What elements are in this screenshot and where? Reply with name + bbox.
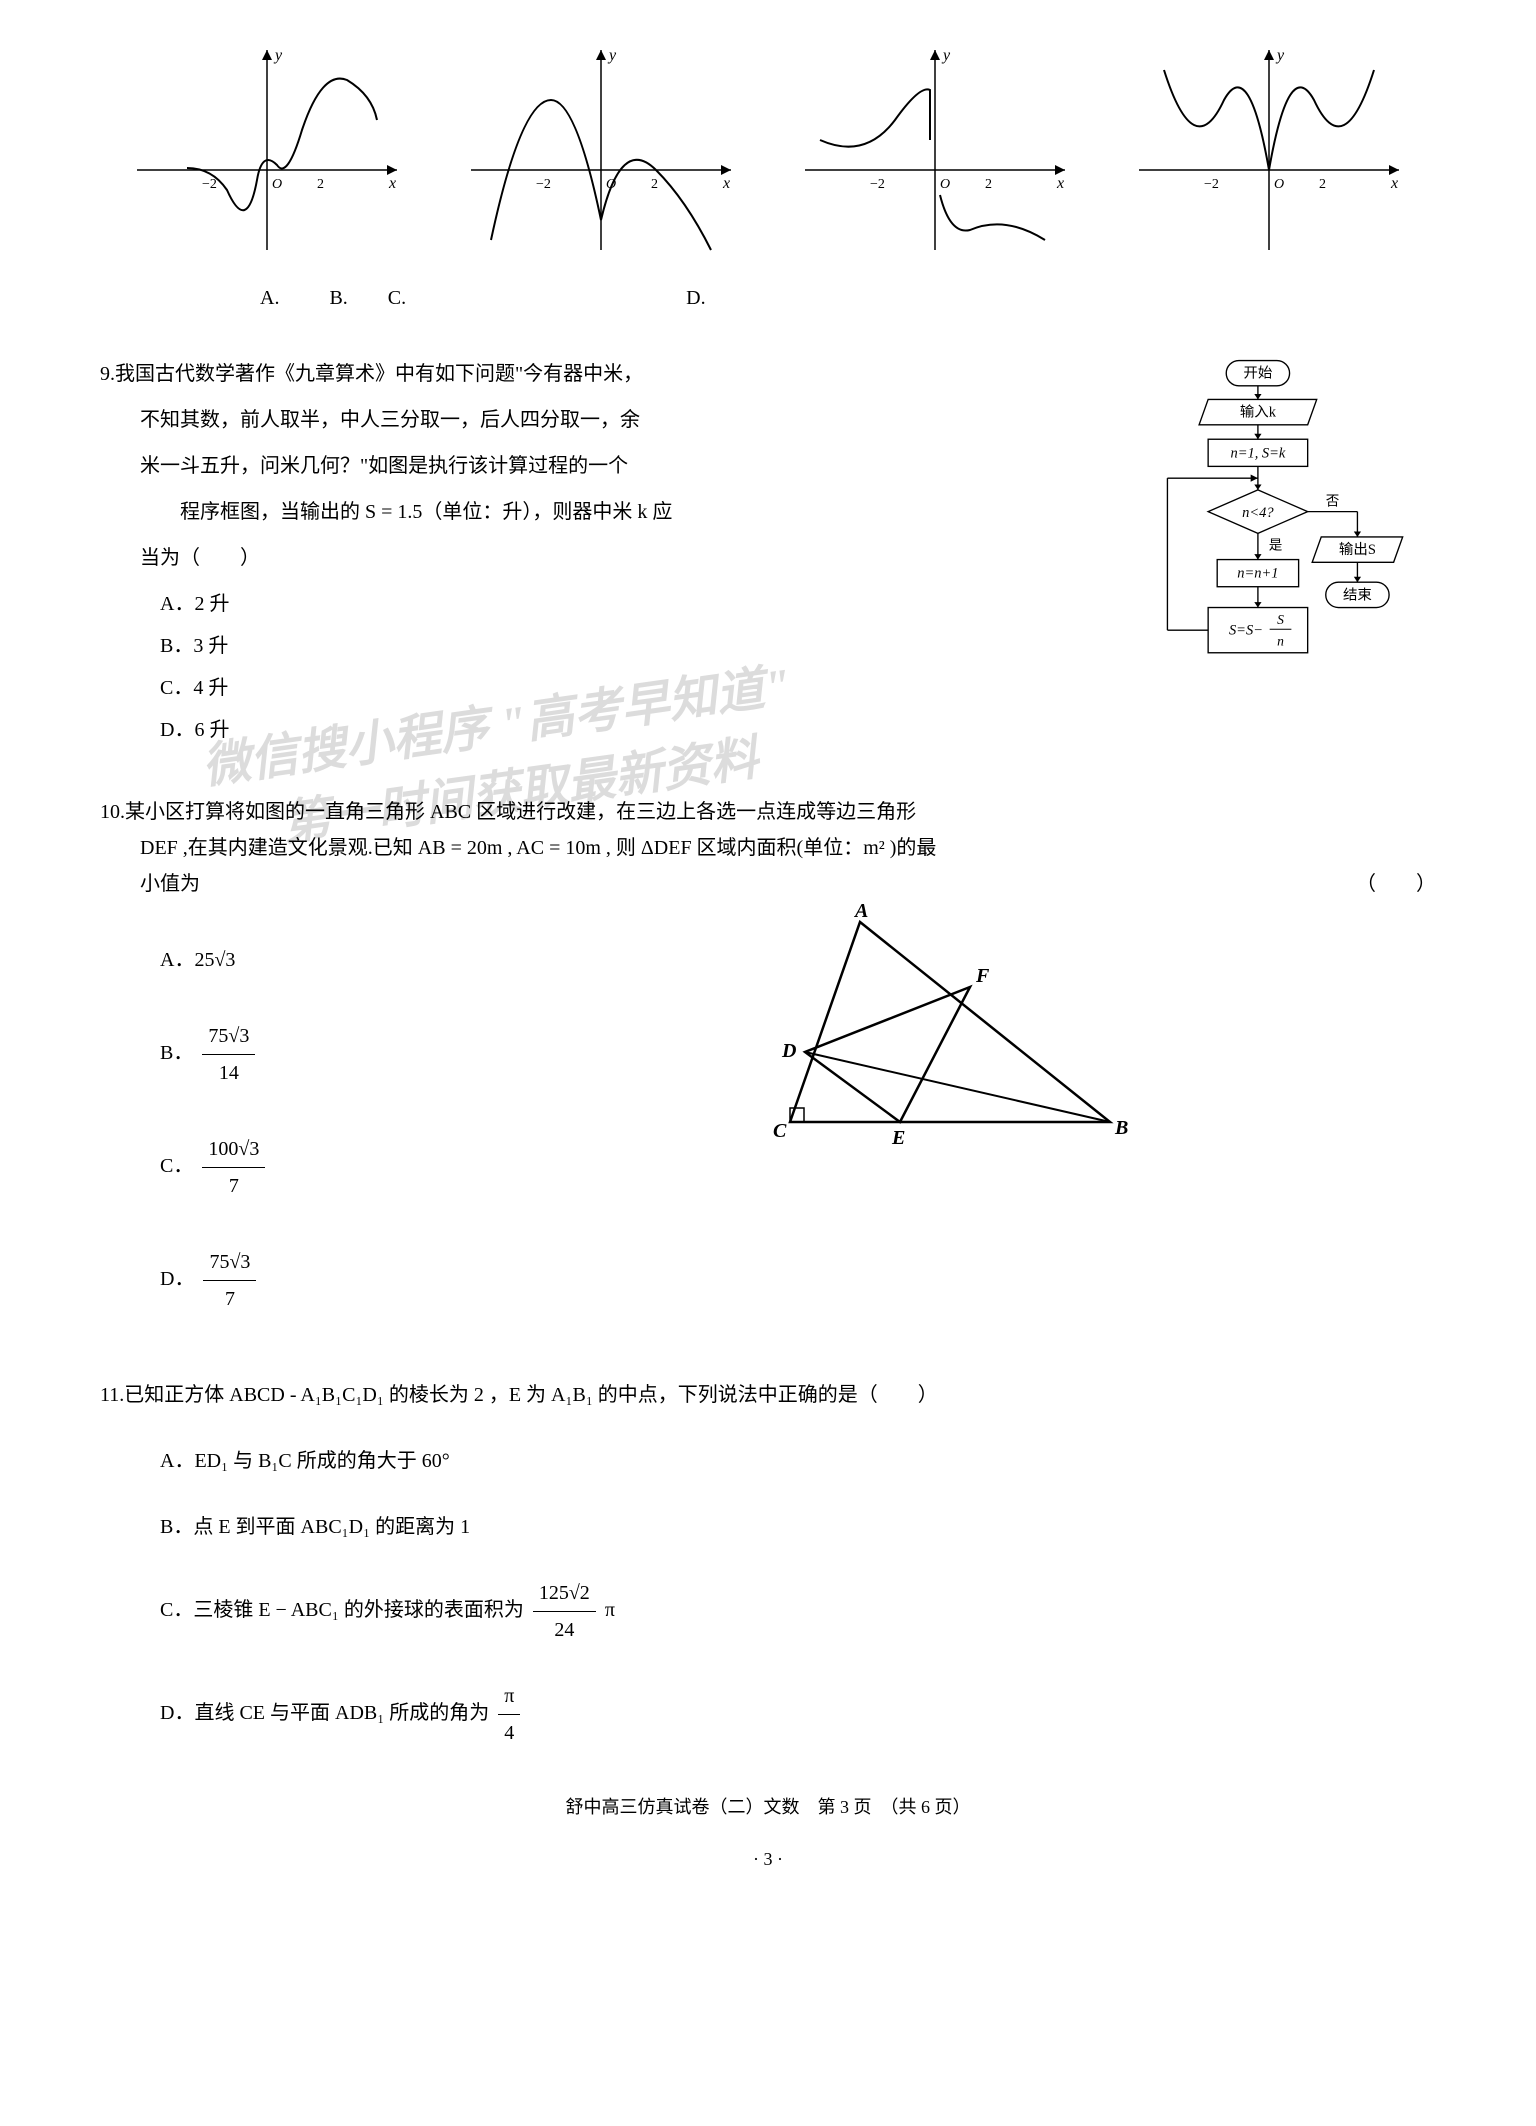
q9-optB: B．3 升	[160, 628, 1086, 664]
q11-optB: B．点 E 到平面 ABC₁D₁ 的距离为 1	[160, 1509, 1436, 1545]
q10-line2: DEF ,在其内建造文化景观.已知 AB = 20m , AC = 10m , …	[140, 837, 936, 859]
graphs-row: y x O −2 2 y x O −2 2 y x O −2 2	[100, 40, 1436, 260]
svg-text:x: x	[722, 175, 730, 192]
question-11: 11.已知正方体 ABCD - A₁B₁C₁D₁ 的棱长为 2 ，E 为 A₁B…	[100, 1377, 1436, 1751]
svg-text:2: 2	[651, 177, 658, 192]
q10-blank: （ ）	[1316, 866, 1436, 902]
q9-optA: A．2 升	[160, 586, 1086, 622]
svg-text:输入k: 输入k	[1240, 404, 1277, 421]
svg-text:−2: −2	[870, 177, 885, 192]
axis-x-label: x	[388, 175, 396, 192]
q10-triangle-figure: A B C D E F	[740, 902, 1140, 1162]
svg-text:否: 否	[1326, 493, 1340, 508]
q10-optA: A．25√3	[160, 942, 440, 978]
svg-text:n: n	[1277, 634, 1284, 649]
svg-text:E: E	[891, 1127, 905, 1149]
q11-stem: 已知正方体 ABCD - A₁B₁C₁D₁ 的棱长为 2 ，E 为 A₁B₁ 的…	[124, 1384, 938, 1406]
svg-text:2: 2	[1319, 177, 1326, 192]
q9-num: 9.	[100, 363, 115, 385]
footer-line1: 舒中高三仿真试卷（二）文数 第 3 页 （共 6 页）	[100, 1791, 1436, 1823]
svg-text:B: B	[1114, 1117, 1128, 1139]
question-9: 9.我国古代数学著作《九章算术》中有如下问题"今有器中米， 不知其数，前人取半，…	[100, 356, 1436, 754]
svg-text:−2: −2	[1204, 177, 1219, 192]
q9-line5: 当为（ ）	[100, 540, 1086, 576]
svg-text:n<4?: n<4?	[1242, 505, 1274, 521]
svg-text:F: F	[975, 965, 990, 987]
svg-text:y: y	[941, 47, 951, 64]
tick-neg2: −2	[202, 177, 217, 192]
origin-label: O	[272, 177, 282, 192]
tick-pos2: 2	[317, 177, 324, 192]
q10-optD: D． 75√37	[160, 1244, 440, 1317]
question-10: 10.某小区打算将如图的一直角三角形 ABC 区域进行改建，在三边上各选一点连成…	[100, 794, 1436, 1337]
svg-text:x: x	[1056, 175, 1064, 192]
svg-text:n=n+1: n=n+1	[1237, 566, 1278, 582]
svg-text:C: C	[773, 1120, 787, 1142]
choice-d: D.	[686, 280, 705, 316]
q9-line3: 米一斗五升，问米几何？"如图是执行该计算过程的一个	[100, 448, 1086, 484]
svg-text:A: A	[853, 902, 868, 922]
q9-optD: D．6 升	[160, 712, 1086, 748]
footer-line2: · 3 ·	[100, 1843, 1436, 1875]
svg-text:y: y	[1275, 47, 1285, 64]
q9-line2: 不知其数，前人取半，中人三分取一，后人四分取一，余	[100, 402, 1086, 438]
q9-optC: C．4 升	[160, 670, 1086, 706]
choice-c: C.	[388, 280, 406, 316]
svg-text:S: S	[1277, 612, 1284, 627]
q9-line1: 我国古代数学著作《九章算术》中有如下问题"今有器中米，	[115, 363, 643, 385]
graph-c: y x O −2 2	[795, 40, 1075, 260]
flowchart: 开始 输入k n=1, S=k n<4? 是 否	[1116, 356, 1436, 736]
graph-choice-labels: A. B. C. D.	[100, 280, 1436, 316]
svg-text:2: 2	[985, 177, 992, 192]
graph-d: y x O −2 2	[1129, 40, 1409, 260]
svg-text:x: x	[1390, 175, 1398, 192]
graph-b: y x O −2 2	[461, 40, 741, 260]
svg-text:开始: 开始	[1243, 365, 1272, 382]
q10-optC: C． 100√37	[160, 1131, 440, 1204]
svg-text:S=S−: S=S−	[1229, 623, 1263, 639]
svg-text:O: O	[940, 177, 950, 192]
q10-line3: 小值为	[140, 873, 200, 895]
svg-text:是: 是	[1269, 538, 1283, 553]
svg-text:y: y	[607, 47, 617, 64]
svg-text:结束: 结束	[1343, 586, 1372, 603]
graph-a: y x O −2 2	[127, 40, 407, 260]
svg-text:−2: −2	[536, 177, 551, 192]
choice-b: B.	[329, 280, 347, 316]
q11-optA: A．ED₁ 与 B₁C 所成的角大于 60°	[160, 1443, 1436, 1479]
q11-optC: C．三棱锥 E − ABC₁ 的外接球的表面积为 125√224 π	[160, 1575, 1436, 1648]
choice-a: A.	[260, 280, 279, 316]
q10-num: 10.	[100, 801, 125, 823]
axis-y-label: y	[273, 47, 283, 64]
svg-text:输出S: 输出S	[1339, 541, 1376, 558]
q11-optD: D．直线 CE 与平面 ADB₁ 所成的角为 π4	[160, 1678, 1436, 1751]
q10-optB: B． 75√314	[160, 1018, 440, 1091]
svg-text:O: O	[1274, 177, 1284, 192]
svg-text:n=1, S=k: n=1, S=k	[1230, 445, 1285, 461]
q11-num: 11.	[100, 1384, 124, 1406]
svg-text:D: D	[781, 1040, 796, 1062]
q9-line4: 程序框图，当输出的 S = 1.5（单位：升），则器中米 k 应	[180, 501, 672, 523]
q10-line1: 某小区打算将如图的一直角三角形 ABC 区域进行改建，在三边上各选一点连成等边三…	[125, 801, 916, 823]
page-footer: 舒中高三仿真试卷（二）文数 第 3 页 （共 6 页） · 3 ·	[100, 1791, 1436, 1876]
